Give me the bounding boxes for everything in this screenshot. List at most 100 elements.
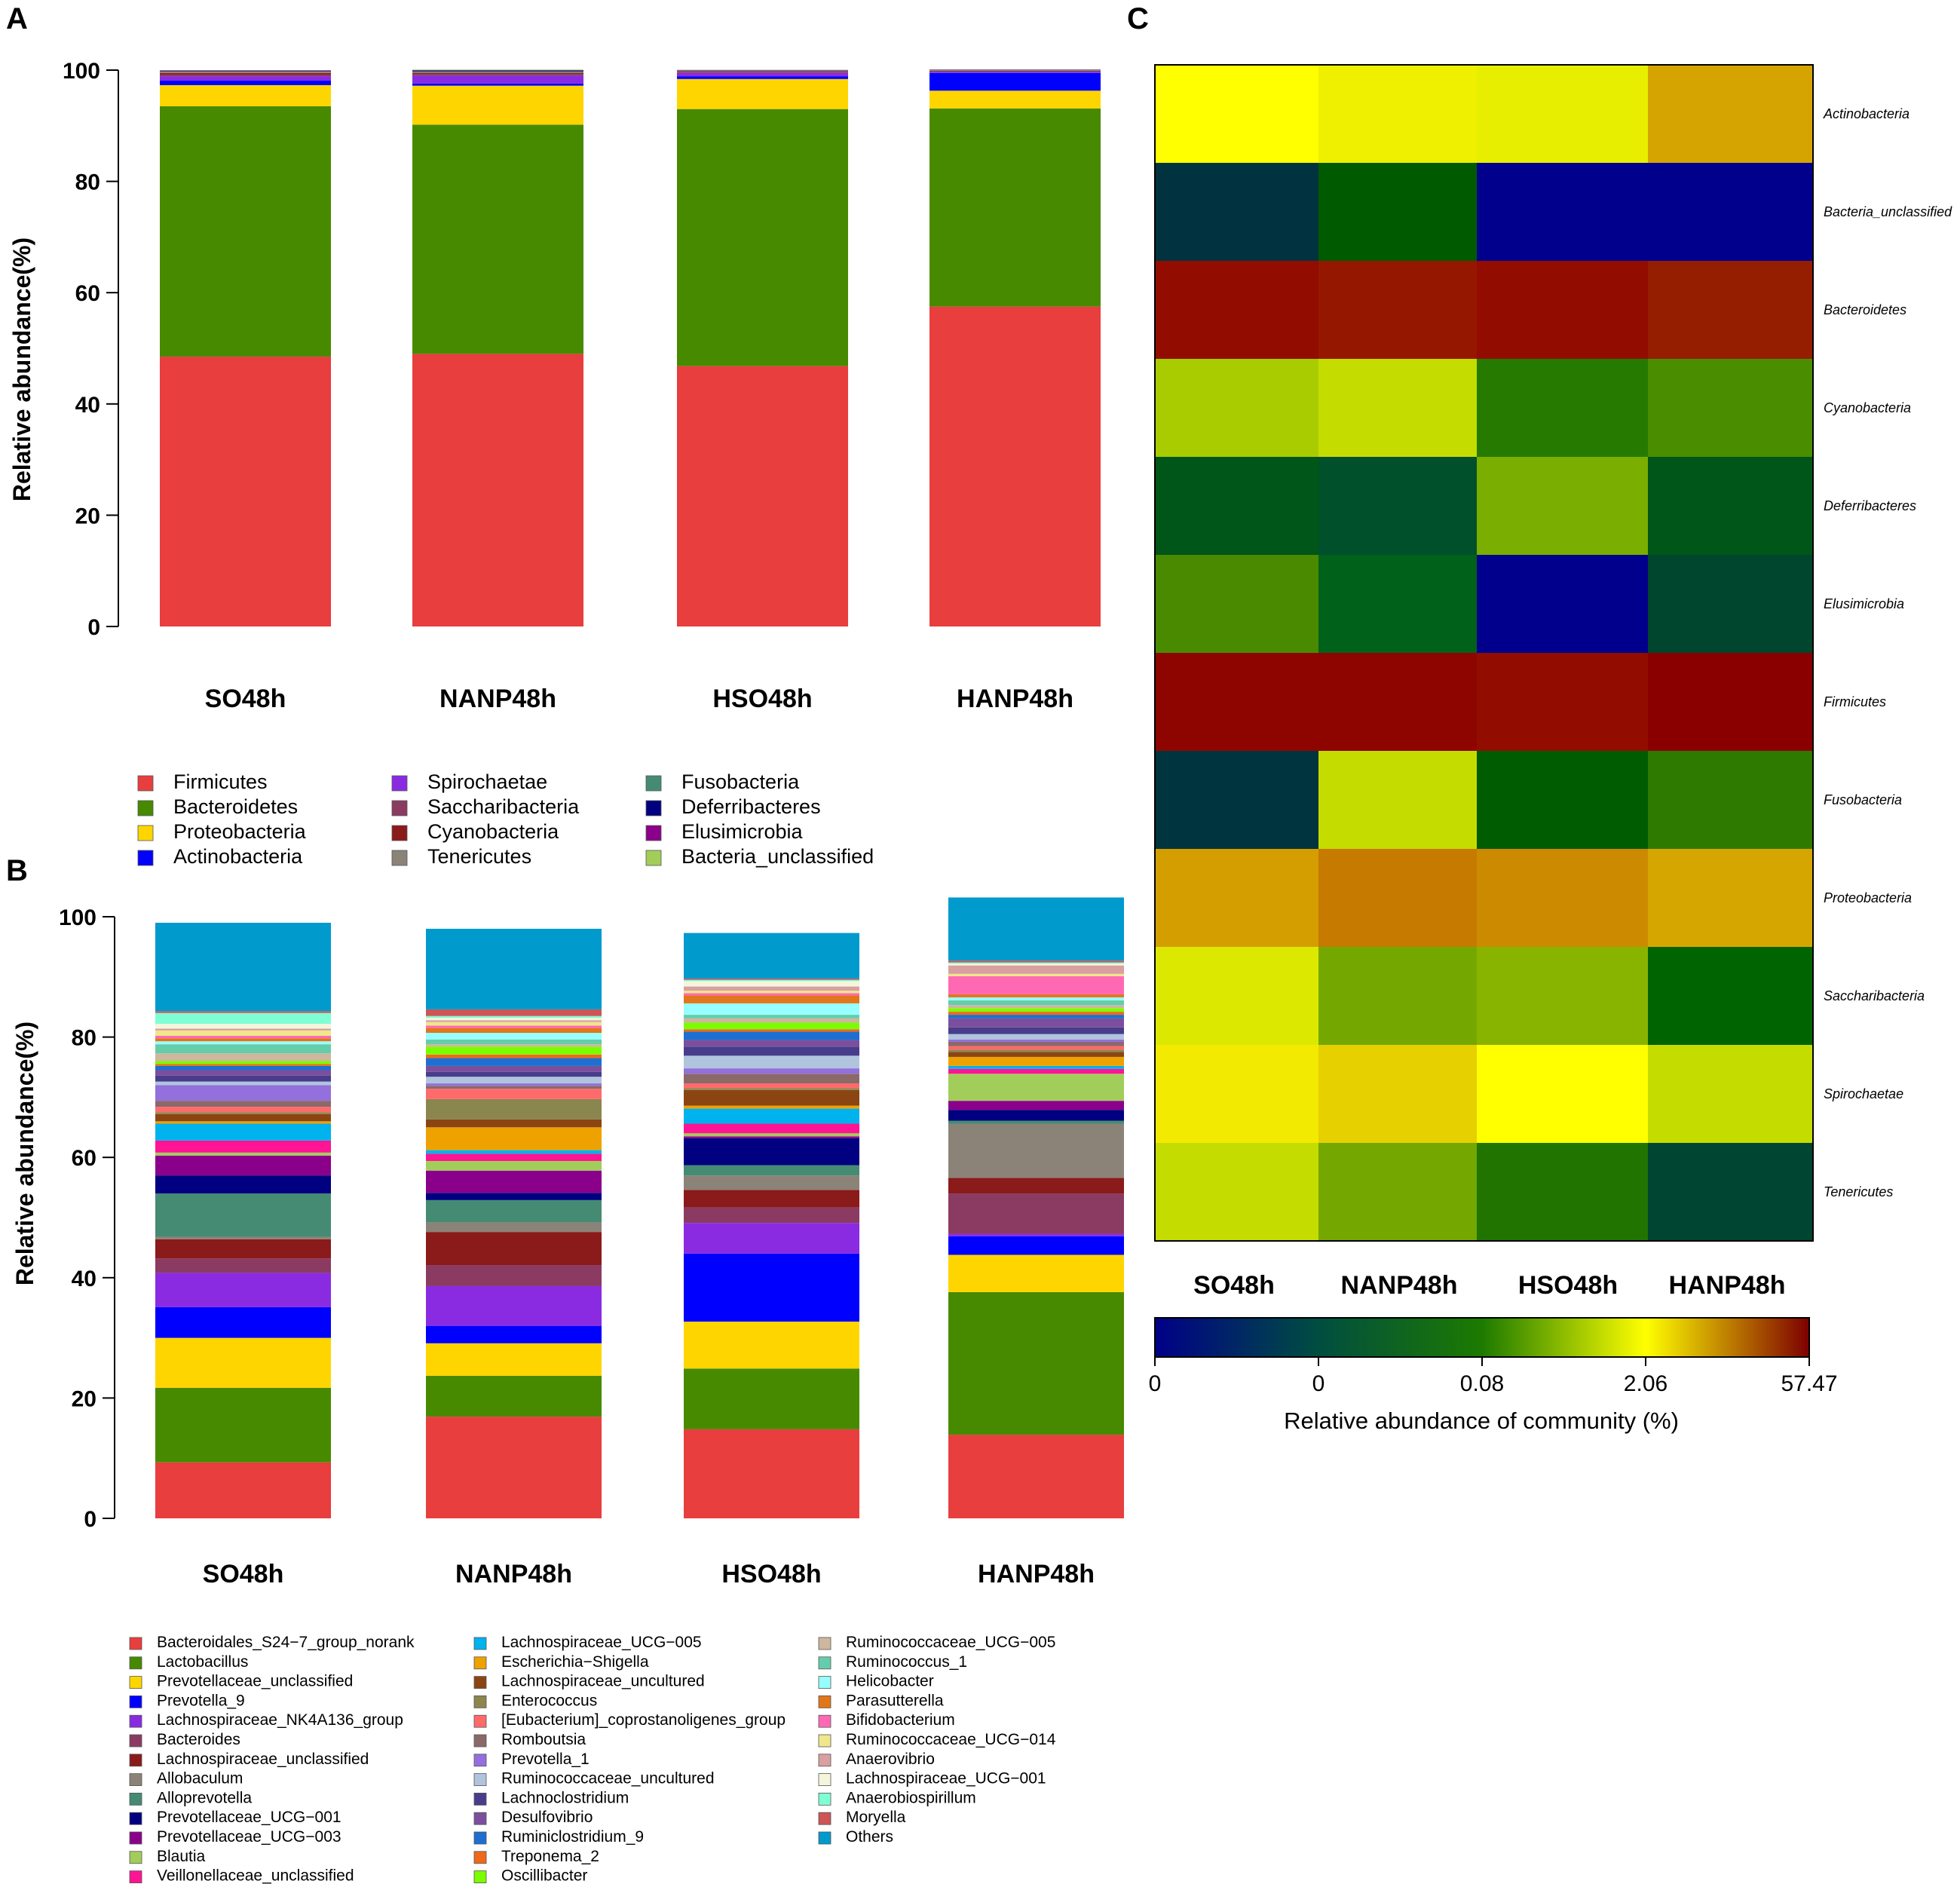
bar-segment-hso48h-prevotella-9 [684,1253,859,1322]
bar-segment-so48h-ruminiclostridium-9 [155,1065,331,1071]
bar-segment-so48h-lactobacillus [155,1387,331,1463]
bar-segment-so48h-ruminococcaceae-uncultured [155,1081,331,1086]
bar-segment-nanp48h-veillonellaceae-unclassified [426,1153,602,1161]
bar-segment-nanp48h-desulfovibrio [426,1065,602,1072]
bar-segment-hso48h-helicobacter [684,1003,859,1015]
heatmap-row-label-bacteria-unclassified: Bacteria_unclassified [1824,204,1952,219]
legend-swatch-lactobacillus [129,1656,142,1670]
bar-segment-nanp48h-lachnospiraceae-unclassified [426,1232,602,1266]
bar-segment-nanp48h-prevotellaceae-ucg-001 [426,1193,602,1200]
legend-label-lachnoclostridium: Lachnoclostridium [501,1789,629,1806]
bar-segment-nanp48h-proteobacteria [412,85,583,125]
bar-segment-so48h-parasutterella [155,1038,331,1042]
legend-label-firmicutes: Firmicutes [173,770,268,793]
bar-segment-hso48h-proteobacteria [677,78,848,109]
bar-segment-hanp48h-desulfovibrio [948,1018,1124,1028]
bar-segment-hso48h-bacteroidales-s24-7-group-norank [684,1429,859,1518]
bar-segment-hso48h-veillonellaceae-unclassified [684,1123,859,1134]
legend-swatch-lachnospiraceae-ucg-001 [818,1773,831,1787]
bar-segment-hanp48h-prevotellaceae-ucg-003 [948,1101,1124,1110]
bar-segment-hanp48h-prevotella-1 [948,1039,1124,1042]
bar-segment-hso48h-tenericutes [677,70,848,72]
legend-swatch-enterococcus [473,1695,487,1708]
bar-segment-so48h-spirochaetae [160,76,331,81]
bar-segment-hanp48h-bacteroides [948,1193,1124,1234]
bar-segment-nanp48h-prevotellaceae-unclassified [426,1343,602,1376]
heatmap-cell-cyanobacteria-hanp48h [1648,359,1814,458]
bar-segment-so48h-prevotellaceae-unclassified [155,1337,331,1388]
legend-label-lachnospiraceae-ucg-001: Lachnospiraceae_UCG−001 [846,1770,1046,1787]
legend-swatch-bacteroidales-s24-7-group-norank [129,1637,142,1650]
legend-swatch-prevotella-1 [473,1754,487,1767]
bar-segment-hanp48h-saccharibacteria [929,71,1101,72]
legend-swatch-prevotellaceae-unclassified [129,1676,142,1689]
heatmap-cell-proteobacteria-so48h [1155,849,1319,948]
legend-label-alloprevotella: Alloprevotella [157,1789,252,1806]
legend-label-allobaculum: Allobaculum [157,1770,243,1787]
legend-swatch-saccharibacteria [391,800,408,816]
legend-swatch-bacteroidetes [137,800,154,816]
bar-segment-so48h-prevotellaceae-ucg-001 [155,1175,331,1194]
heatmap-cell-proteobacteria-hso48h [1477,849,1649,948]
legend-swatch-helicobacter [818,1676,831,1689]
bar-segment-hso48h-ruminococcus-1 [684,1015,859,1019]
bar-segment-so48h-romboutsia [155,1101,331,1107]
bar-segment-hso48h-ruminiclostridium-9 [684,1031,859,1040]
bar-segment-hanp48h-actinobacteria [929,72,1101,91]
bar-segment-so48h-alloprevotella [155,1193,331,1237]
legend-label-actinobacteria: Actinobacteria [173,845,303,868]
bar-segment-hanp48h-ruminococcus-1 [948,1000,1124,1006]
bar-segment-so48h-lachnoclostridium [155,1075,331,1082]
legend-swatch-escherichia-shigella [473,1656,487,1670]
bar-segment-hso48h-enterococcus [684,1088,859,1090]
heatmap-row-label-tenericutes: Tenericutes [1824,1184,1893,1199]
bar-segment-hanp48h-ruminococcaceae-ucg-014 [948,973,1124,976]
bar-segment-hso48h-cyanobacteria [677,71,848,72]
legend-label-prevotella-9: Prevotella_9 [157,1692,245,1709]
bar-segment-hso48h-allobaculum [684,1175,859,1190]
heatmap-cell-saccharibacteria-so48h [1155,947,1319,1046]
bar-segment-hso48h-prevotellaceae-ucg-003 [684,1136,859,1138]
bar-segment-so48h-lachnospiraceae-ucg-001 [155,1024,331,1029]
category-label-hanp48h: HANP48h [978,1560,1095,1588]
bar-segment-hanp48h-ruminococcaceae-ucg-005 [948,1005,1124,1009]
bar-segment-hanp48h-firmicutes [929,306,1101,626]
bar-segment-nanp48h-deferribacteres [412,70,583,72]
legend-swatch-ruminococcaceae-ucg-014 [818,1734,831,1748]
heatmap-cell-proteobacteria-nanp48h [1318,849,1478,948]
bar-segment-nanp48h-prevotellaceae-ucg-003 [426,1170,602,1193]
heatmap-row-label-fusobacteria: Fusobacteria [1824,792,1902,807]
legend-label-veillonellaceae-unclassified: Veillonellaceae_unclassified [157,1867,354,1885]
bar-segment-so48h-veillonellaceae-unclassified [155,1140,331,1153]
bar-segment-nanp48h-prevotella-9 [426,1325,602,1343]
bar-segment-nanp48h-ruminococcaceae-ucg-005 [426,1044,602,1047]
legend-swatch-firmicutes [137,775,154,792]
panel-a-y-axis-title: Relative abundance(%) [8,237,35,501]
heatmap-cell-firmicutes-nanp48h [1318,653,1478,752]
bar-segment-so48h-anaerovibrio [155,1028,331,1031]
bar-segment-so48h-ruminococcus-1 [155,1044,331,1054]
legend-swatch-elusimicrobia [645,825,662,841]
bar-segment-hanp48h-anaerobiospirillum [948,962,1124,964]
legend-label-moryella: Moryella [846,1809,906,1826]
colorbar-tick-label: 0 [1312,1371,1325,1396]
heatmap-cell-saccharibacteria-hso48h [1477,947,1649,1046]
heatmap-cell-bacteroidetes-hanp48h [1648,261,1814,360]
bar-segment-hanp48h-moryella [948,960,1124,963]
legend-swatch-lachnospiraceae-ucg-005 [473,1637,487,1650]
bar-segment-so48h-others [155,922,331,1012]
colorbar [1154,1317,1810,1358]
heatmap-cell-tenericutes-nanp48h [1318,1143,1478,1242]
legend-swatch-eubacterium-coprostanoligenes-group [473,1714,487,1728]
bar-segment-nanp48h-lactobacillus [426,1375,602,1417]
bar-segment-nanp48h-lachnospiraceae-nk4a136-group [426,1285,602,1326]
bar-segment-hso48h-prevotellaceae-ucg-001 [684,1138,859,1166]
bar-segment-nanp48h-lachnospiraceae-uncultured [426,1119,602,1128]
legend-label-prevotellaceae-ucg-003: Prevotellaceae_UCG−003 [157,1828,341,1846]
legend-swatch-treponema-2 [473,1851,487,1864]
legend-swatch-bacteria-unclassified [645,850,662,866]
legend-label-tenericutes: Tenericutes [427,845,531,868]
legend-label-ruminiclostridium-9: Ruminiclostridium_9 [501,1828,644,1846]
legend-label-bacteroidetes: Bacteroidetes [173,795,298,818]
legend-swatch-others [818,1831,831,1845]
